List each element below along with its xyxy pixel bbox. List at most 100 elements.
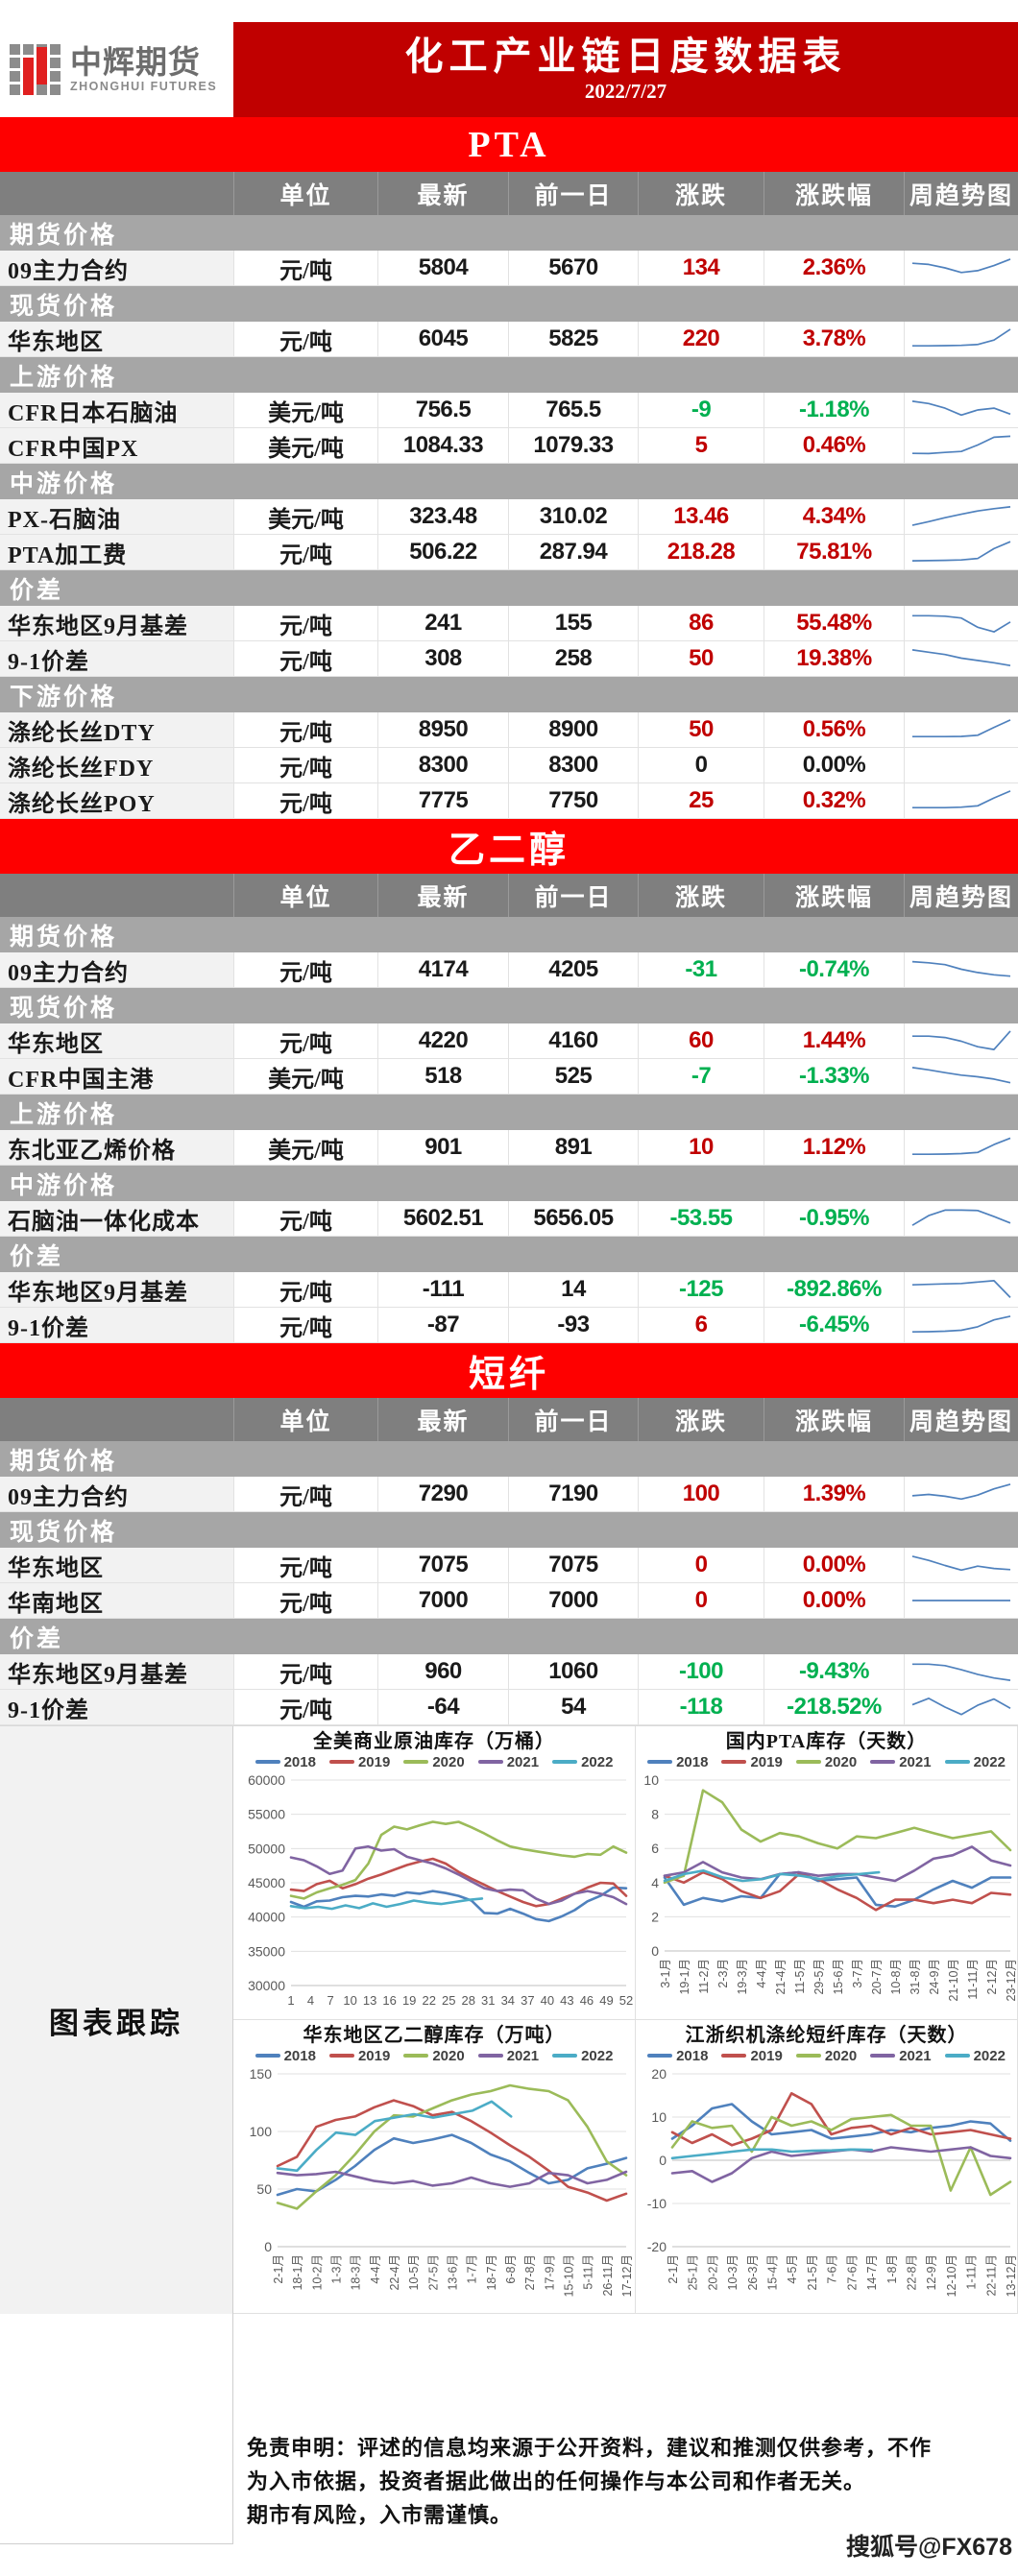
data-row: 华东地区9月基差 元/吨 960 1060 -100 -9.43% bbox=[0, 1654, 1018, 1690]
logo-square bbox=[50, 44, 61, 55]
legend-item: 2019 bbox=[328, 1754, 390, 1770]
latest-cell: 8300 bbox=[377, 748, 508, 782]
svg-text:55000: 55000 bbox=[248, 1807, 285, 1822]
legend-swatch bbox=[254, 1760, 280, 1764]
change-pct-cell: 0.46% bbox=[764, 428, 904, 463]
logo-square bbox=[50, 71, 61, 82]
latest-cell: 323.48 bbox=[377, 499, 508, 534]
sparkline-chart bbox=[911, 258, 1011, 274]
spark-cell bbox=[904, 1690, 1018, 1724]
column-header: 前一日 bbox=[508, 172, 638, 215]
svg-text:24-9月: 24-9月 bbox=[928, 1959, 941, 1995]
row-label: 华东地区 bbox=[0, 322, 233, 356]
prev-cell: 7000 bbox=[508, 1583, 638, 1618]
unit-cell: 美元/吨 bbox=[233, 499, 377, 534]
svg-text:25: 25 bbox=[442, 1993, 455, 2008]
legend-label: 2020 bbox=[432, 2047, 465, 2064]
unit-cell: 元/吨 bbox=[233, 783, 377, 818]
prev-cell: 7190 bbox=[508, 1477, 638, 1511]
column-header: 单位 bbox=[233, 1398, 377, 1441]
legend-label: 2018 bbox=[676, 2047, 709, 2064]
footer: 免责申明：评述的信息均来源于公开资料，建议和推测仅供参考，不作 为入市依据，投资… bbox=[0, 2314, 1018, 2571]
latest-cell: -64 bbox=[377, 1690, 508, 1724]
change-pct-cell: -0.95% bbox=[764, 1201, 904, 1236]
latest-cell: 4174 bbox=[377, 952, 508, 987]
prev-cell: 4160 bbox=[508, 1023, 638, 1058]
legend-label: 2021 bbox=[899, 2047, 932, 2064]
svg-text:40: 40 bbox=[541, 1993, 554, 2008]
data-tables: PTA 单位 最新 前一日 涨跌 涨跌幅 周趋势图 期货价格 09主力合约 元/吨 5804 5670… bbox=[0, 117, 1018, 1725]
svg-text:21-10月: 21-10月 bbox=[947, 1959, 960, 2001]
group-row: 中游价格 bbox=[0, 1166, 1018, 1201]
chart-cell-2: 华东地区乙二醇库存（万吨） 2018 2019 2020 2021 2022 0 50 100 1… bbox=[233, 2020, 636, 2314]
logo-square bbox=[23, 44, 34, 55]
change-cell: -7 bbox=[638, 1059, 764, 1094]
column-header: 最新 bbox=[377, 1398, 508, 1441]
change-cell: 0 bbox=[638, 1583, 764, 1618]
legend-swatch bbox=[477, 1760, 503, 1764]
legend-swatch bbox=[477, 2054, 503, 2058]
change-cell: 86 bbox=[638, 606, 764, 640]
prev-cell: 5825 bbox=[508, 322, 638, 356]
logo-square bbox=[50, 84, 61, 95]
logo-red-bar bbox=[23, 58, 34, 95]
svg-text:11-2月: 11-2月 bbox=[697, 1959, 711, 1994]
latest-cell: 5602.51 bbox=[377, 1201, 508, 1236]
column-header-spacer bbox=[0, 1398, 233, 1441]
row-label: 华东地区9月基差 bbox=[0, 1272, 233, 1307]
legend-item: 2022 bbox=[944, 2048, 1006, 2064]
latest-cell: 7075 bbox=[377, 1548, 508, 1582]
unit-cell: 元/吨 bbox=[233, 535, 377, 569]
spark-cell bbox=[904, 499, 1018, 534]
change-pct-cell: -1.18% bbox=[764, 393, 904, 427]
spark-cell bbox=[904, 393, 1018, 427]
svg-text:2-12月: 2-12月 bbox=[985, 1959, 999, 1995]
svg-text:20-2月: 20-2月 bbox=[706, 2254, 719, 2291]
page-title: 化工产业链日度数据表 bbox=[404, 35, 847, 78]
sparkline-chart bbox=[911, 1280, 1011, 1298]
unit-cell: 元/吨 bbox=[233, 1308, 377, 1342]
legend-label: 2018 bbox=[283, 1753, 316, 1770]
change-pct-cell: 55.48% bbox=[764, 606, 904, 640]
row-label: 华东地区 bbox=[0, 1023, 233, 1058]
row-label: PX-石脑油 bbox=[0, 499, 233, 534]
data-row: PX-石脑油 美元/吨 323.48 310.02 13.46 4.34% bbox=[0, 499, 1018, 535]
column-header-spacer bbox=[0, 172, 233, 215]
sparkline-chart bbox=[912, 790, 1011, 809]
legend-swatch bbox=[944, 1760, 970, 1764]
change-cell: 0 bbox=[638, 1548, 764, 1582]
charts-panel: 图表跟踪 全美商业原油库存（万桶） 2018 2019 2020 2021 2022 300… bbox=[0, 1725, 1018, 2314]
group-row: 期货价格 bbox=[0, 917, 1018, 952]
legend-swatch bbox=[403, 2054, 429, 2058]
spark-cell bbox=[904, 952, 1018, 987]
row-label: 石脑油一体化成本 bbox=[0, 1201, 233, 1236]
title-banner: 化工产业链日度数据表 2022/7/27 bbox=[233, 22, 1018, 117]
legend-swatch bbox=[870, 1760, 896, 1764]
data-row: CFR日本石脑油 美元/吨 756.5 765.5 -9 -1.18% bbox=[0, 393, 1018, 428]
sparkline-chart bbox=[911, 435, 1011, 455]
data-row: 华东地区 元/吨 7075 7075 0 0.00% bbox=[0, 1548, 1018, 1583]
data-row: 09主力合约 元/吨 7290 7190 100 1.39% bbox=[0, 1477, 1018, 1512]
unit-cell: 元/吨 bbox=[233, 952, 377, 987]
chart-title: 全美商业原油库存（万桶） bbox=[313, 1730, 555, 1752]
change-pct-cell: -218.52% bbox=[764, 1690, 904, 1724]
legend-swatch bbox=[795, 2054, 821, 2058]
svg-text:18-7月: 18-7月 bbox=[485, 2254, 498, 2291]
change-cell: 13.46 bbox=[638, 499, 764, 534]
spark-cell bbox=[904, 1583, 1018, 1618]
legend-label: 2020 bbox=[824, 1753, 858, 1770]
group-row: 现货价格 bbox=[0, 988, 1018, 1023]
unit-cell: 元/吨 bbox=[233, 748, 377, 782]
data-row: 9-1价差 元/吨 -64 54 -118 -218.52% bbox=[0, 1690, 1018, 1725]
legend-item: 2018 bbox=[254, 1753, 316, 1770]
column-header: 周趋势图 bbox=[904, 1398, 1018, 1441]
line-chart: 0 2 4 6 8 10 3-1月 19-1月 11-2月 2-3月 19-3月 4-4月 21-4月 1… bbox=[643, 1772, 1017, 2001]
svg-text:12-10月: 12-10月 bbox=[945, 2254, 958, 2297]
chart-legend: 2018 2019 2020 2021 2022 bbox=[636, 2045, 1017, 2066]
change-cell: 50 bbox=[638, 712, 764, 747]
svg-text:-10: -10 bbox=[647, 2196, 667, 2211]
row-label: 09主力合约 bbox=[0, 952, 233, 987]
logo-square bbox=[50, 58, 61, 68]
group-row: 中游价格 bbox=[0, 464, 1018, 499]
